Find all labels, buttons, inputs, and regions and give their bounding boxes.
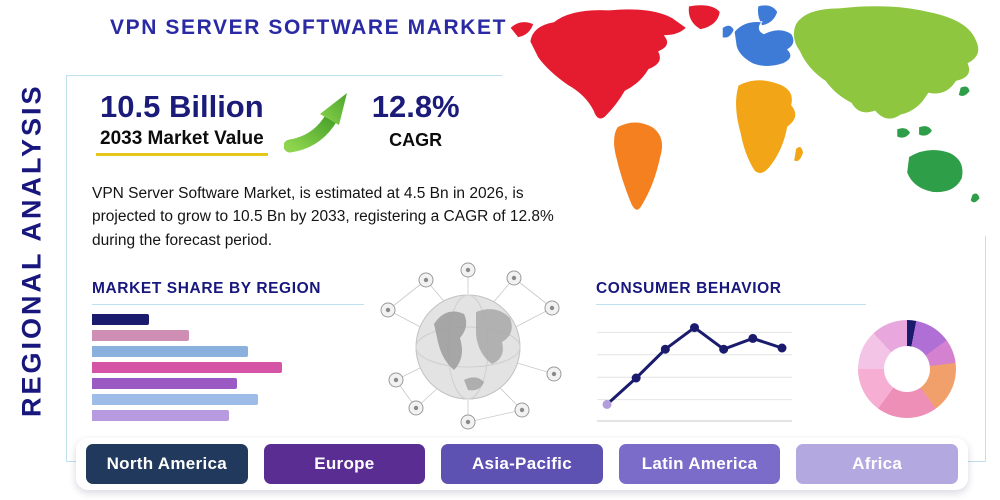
bar-region-6 (92, 394, 259, 405)
continent-europe (733, 21, 795, 67)
line-point-1 (602, 399, 612, 409)
line-point-5 (719, 344, 729, 354)
consumer-behavior-heading: CONSUMER BEHAVIOR (596, 280, 866, 305)
bar-chart (92, 314, 290, 426)
region-buttons: North America Europe Asia-Pacific Latin Ame… (76, 438, 968, 490)
line-chart-svg (597, 323, 792, 422)
bar-region-4 (92, 362, 283, 373)
market-description: VPN Server Software Market, is estimated… (92, 185, 554, 249)
market-value-block: 10.5 Billion 2033 Market Value (96, 89, 268, 157)
bar-region-1 (92, 314, 150, 325)
page-title: VPN SERVER SOFTWARE MARKET (110, 16, 508, 39)
headline-stats: 10.5 Billion 2033 Market Value 12.8% CAG… (96, 89, 460, 159)
growth-arrow-icon (283, 90, 356, 159)
region-button-asia-pacific[interactable]: Asia-Pacific (441, 444, 603, 484)
donut-chart (858, 320, 956, 418)
world-map-graphic (502, 0, 998, 237)
bar-region-3 (92, 346, 249, 357)
line-point-4 (690, 323, 699, 333)
bar-region-2 (92, 330, 190, 341)
continent-asia (792, 5, 980, 120)
market-share-heading: MARKET SHARE BY REGION (92, 280, 364, 305)
continent-uk (721, 24, 735, 39)
continent-new-zealand (969, 192, 981, 204)
line-point-7 (777, 343, 787, 353)
continent-alaska (509, 21, 535, 39)
line-point-3 (660, 344, 670, 354)
line-point-6 (748, 333, 758, 343)
region-button-latin-america[interactable]: Latin America (618, 444, 781, 484)
continent-africa (735, 79, 797, 174)
market-value-caption: 2033 Market Value (96, 126, 268, 157)
cagr-caption: CAGR (389, 130, 443, 151)
continent-indonesia-2 (918, 125, 934, 137)
continent-south-america (613, 121, 663, 211)
line-point-2 (631, 373, 641, 383)
region-button-africa[interactable]: Africa (796, 444, 958, 484)
bar-region-7 (92, 410, 229, 421)
cagr-value: 12.8% (371, 89, 460, 124)
continent-japan (957, 85, 971, 97)
bar-region-5 (92, 378, 237, 389)
globe-network-graphic (380, 262, 562, 430)
continent-madagascar (793, 146, 805, 163)
region-button-europe[interactable]: Europe (263, 444, 426, 484)
region-button-north-america[interactable]: North America (86, 444, 248, 484)
continent-indonesia-1 (896, 127, 912, 139)
continent-australia (906, 149, 964, 194)
continent-north-america (529, 8, 688, 120)
side-label-regional-analysis: REGIONAL ANALYSIS (16, 83, 47, 417)
continent-greenland (687, 4, 721, 31)
continent-scandinavia (756, 4, 779, 27)
cagr-block: 12.8% CAGR (371, 89, 460, 151)
market-value: 10.5 Billion (100, 89, 264, 124)
